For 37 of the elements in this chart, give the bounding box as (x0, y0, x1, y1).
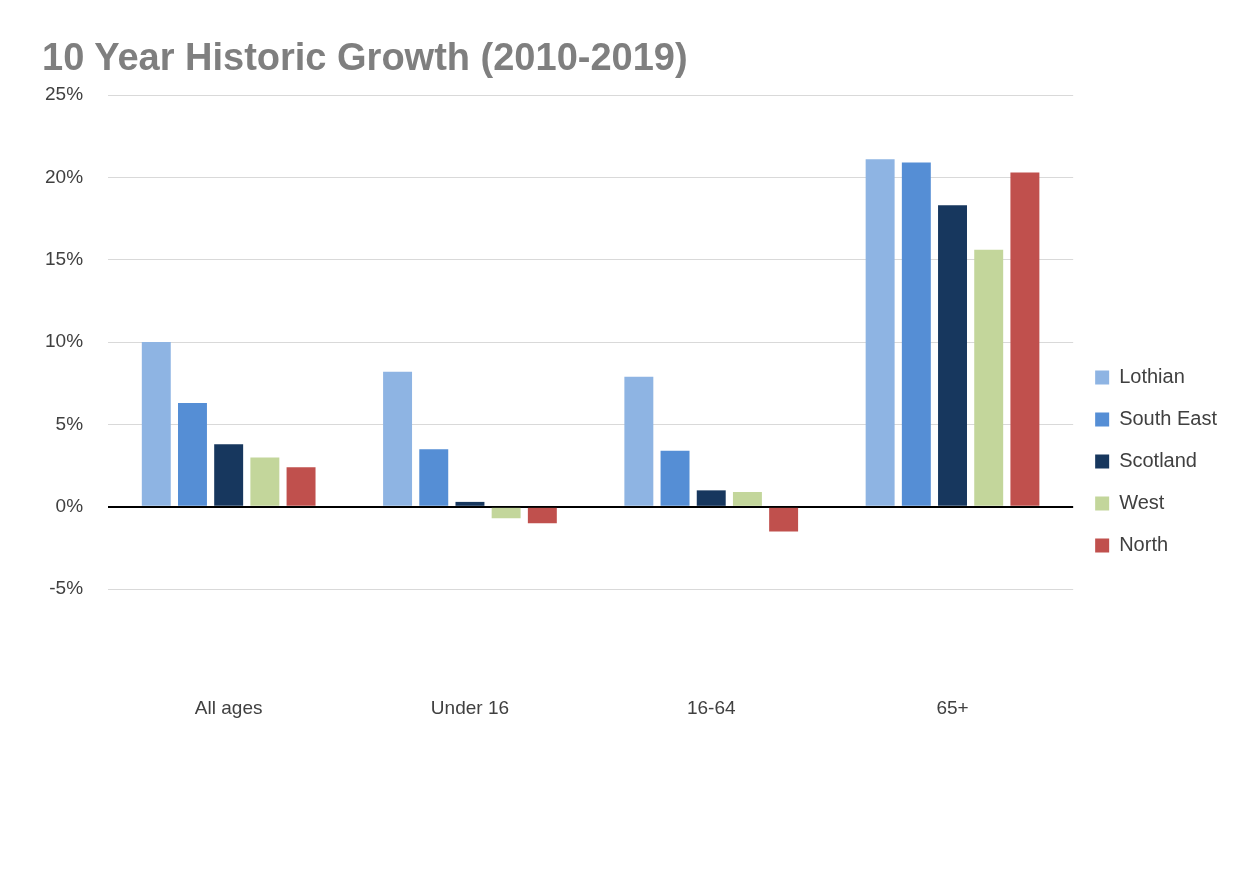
bar (1010, 172, 1040, 506)
bar (660, 450, 690, 506)
bar (527, 507, 557, 524)
x-tick-label: Under 16 (430, 696, 510, 718)
bar (178, 403, 207, 506)
bar (214, 444, 244, 506)
legend-label: South East (1119, 407, 1218, 430)
bar (938, 205, 967, 506)
bar (419, 449, 449, 506)
bar (286, 467, 316, 506)
bar (455, 501, 485, 506)
y-tick-label: -5% (49, 577, 84, 599)
bar (696, 490, 726, 506)
y-tick-label: 5% (55, 412, 84, 434)
bar (383, 371, 413, 506)
bar (974, 249, 1004, 506)
y-tick-label: 0% (55, 495, 84, 517)
chart-title: 10 Year Historic Growth (2010-2019) (42, 36, 688, 79)
bar (769, 507, 799, 532)
bar (732, 492, 762, 506)
x-tick-label: 65+ (936, 696, 969, 718)
legend-label: Scotland (1119, 449, 1197, 472)
legend-label: North (1119, 533, 1169, 556)
bar (250, 457, 280, 506)
legend-label: West (1119, 491, 1165, 514)
bar (865, 159, 895, 506)
x-tick-label: All ages (194, 696, 263, 718)
y-tick-label: 20% (45, 165, 84, 187)
y-tick-label: 25% (45, 83, 84, 105)
y-tick-label: 10% (45, 330, 84, 352)
bar (141, 342, 171, 506)
y-tick-label: 15% (45, 247, 84, 269)
x-tick-label: 16-64 (686, 696, 736, 718)
bar (624, 376, 654, 506)
bar (901, 162, 931, 506)
bar (491, 507, 521, 519)
legend-label: Lothian (1119, 365, 1185, 388)
